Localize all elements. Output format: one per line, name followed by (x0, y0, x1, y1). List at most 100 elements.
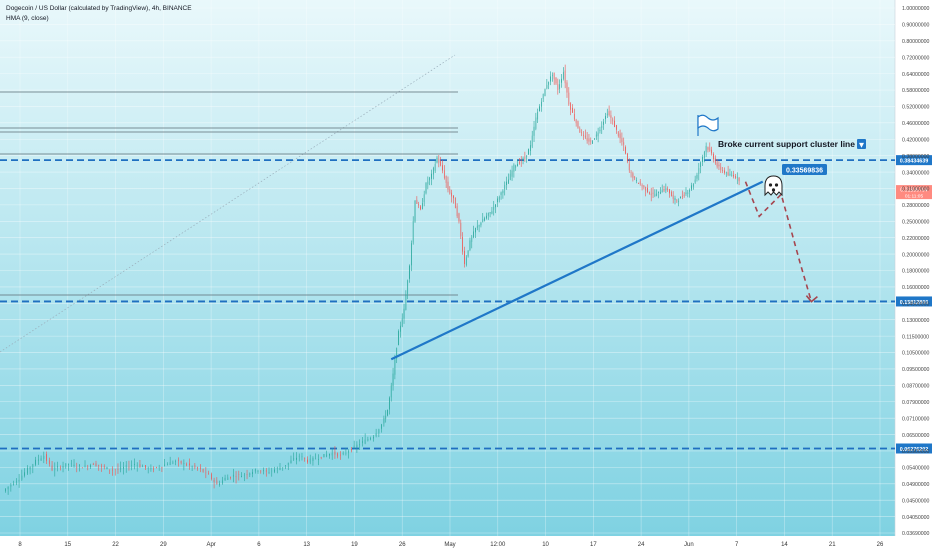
candle-body (606, 113, 608, 116)
candle-body (405, 294, 407, 310)
candle-body (656, 193, 658, 196)
candle-body (191, 466, 193, 467)
candle-body (320, 456, 322, 459)
candle-body (161, 467, 163, 468)
time-tick-label: 8 (18, 542, 22, 548)
candle-body (293, 458, 295, 460)
candle-body (595, 134, 597, 137)
candle-body (689, 190, 691, 192)
level-price-label: 0.38434639 (900, 158, 928, 164)
candle-body (638, 182, 639, 184)
horizontal-levels[interactable]: 0.38434639 0.15812800 0.06276202 0.31836704… (0, 155, 932, 454)
candle-body (542, 93, 544, 99)
candle-body (307, 459, 308, 463)
time-tick-label: 29 (160, 542, 167, 548)
candle-body (131, 465, 133, 466)
candle-body (54, 467, 56, 471)
price-badge: 0.33569836 (782, 164, 827, 175)
chart-legend: Dogecoin / US Dollar (calculated by Trad… (6, 4, 192, 24)
candle-body (517, 163, 518, 167)
candle-body (436, 157, 438, 163)
candle-body (557, 84, 559, 91)
candle-body (431, 173, 432, 179)
candle-body (705, 145, 707, 152)
candle-body (65, 463, 67, 467)
candle-body (62, 466, 64, 468)
candle-body (396, 348, 398, 359)
candle-body (724, 170, 725, 173)
price-tick-label: 0.38000000 (902, 154, 930, 160)
candle-body (685, 192, 687, 194)
candle-body (351, 449, 352, 451)
candle-body (412, 221, 414, 243)
price-tick-label: 0.64000000 (902, 72, 930, 78)
price-tick-label: 0.42000000 (902, 137, 930, 143)
candle-body (290, 460, 292, 464)
candle-body (164, 464, 166, 466)
candle-body (460, 223, 462, 236)
candle-body (43, 455, 45, 459)
candle-body (447, 181, 449, 190)
trendline[interactable] (390, 180, 764, 361)
candle-body (249, 473, 251, 475)
candle-body (390, 385, 392, 398)
candle-body (362, 441, 363, 443)
candle-body (506, 181, 507, 185)
candle-body (123, 466, 124, 469)
candle-body (134, 463, 135, 465)
candle-body (551, 75, 553, 76)
candle-body (608, 111, 610, 116)
candle-body (117, 468, 119, 470)
candle-body (375, 433, 377, 437)
candle-body (599, 129, 601, 132)
candle-body (24, 472, 25, 476)
candle-body (539, 106, 540, 112)
price-tick-label: 0.16000000 (902, 285, 930, 291)
price-tick-label: 0.14500000 (902, 302, 930, 308)
candle-body (276, 467, 278, 469)
candle-body (597, 132, 599, 137)
candle-body (142, 466, 144, 468)
candle-body (92, 463, 94, 465)
indicator-title: HMA (9, close) (6, 15, 49, 22)
candle-body (345, 452, 347, 454)
candle-body (318, 458, 319, 460)
price-tick-label: 0.18000000 (902, 269, 930, 275)
price-tick-label: 0.11500000 (902, 334, 929, 340)
candle-body (531, 135, 533, 147)
price-axis[interactable]: 1.00000000 0.90000000 0.80000000 0.72000000… (902, 6, 930, 537)
time-tick-label: 6 (257, 542, 261, 548)
candle-body (394, 359, 396, 375)
candle-body (660, 192, 661, 194)
candle-body (555, 77, 557, 84)
candle-body (282, 467, 284, 468)
ascending-trendline[interactable] (390, 180, 764, 361)
callout-marker-box (857, 139, 866, 149)
candle-body (713, 154, 714, 160)
candle-body (581, 132, 582, 134)
candle-body (735, 176, 736, 178)
candle-body (353, 445, 355, 448)
candle-body (334, 451, 336, 455)
candle-body (232, 474, 234, 477)
candle-body (702, 157, 703, 162)
candle-body (619, 133, 621, 139)
candle-body (694, 179, 696, 183)
flag-icon (697, 114, 719, 136)
gridlines (0, 54, 456, 353)
candle-body (504, 185, 506, 190)
candle-body (603, 121, 604, 125)
time-axis[interactable]: 8 15 22 29 Apr 6 13 19 26 May 12:00 10 17 24 Jun 7 14 21 2… (18, 542, 884, 548)
current-price-label: 0.31836704 (900, 188, 928, 194)
candle-body (356, 444, 358, 448)
candle-body (453, 195, 454, 199)
candle-body (194, 465, 196, 468)
price-tick-label: 0.05400000 (902, 466, 930, 472)
candle-body (473, 231, 474, 238)
candle-body (692, 183, 694, 187)
time-tick-label: 12:00 (490, 542, 506, 548)
candle-body (500, 192, 502, 195)
candle-body (342, 452, 344, 455)
